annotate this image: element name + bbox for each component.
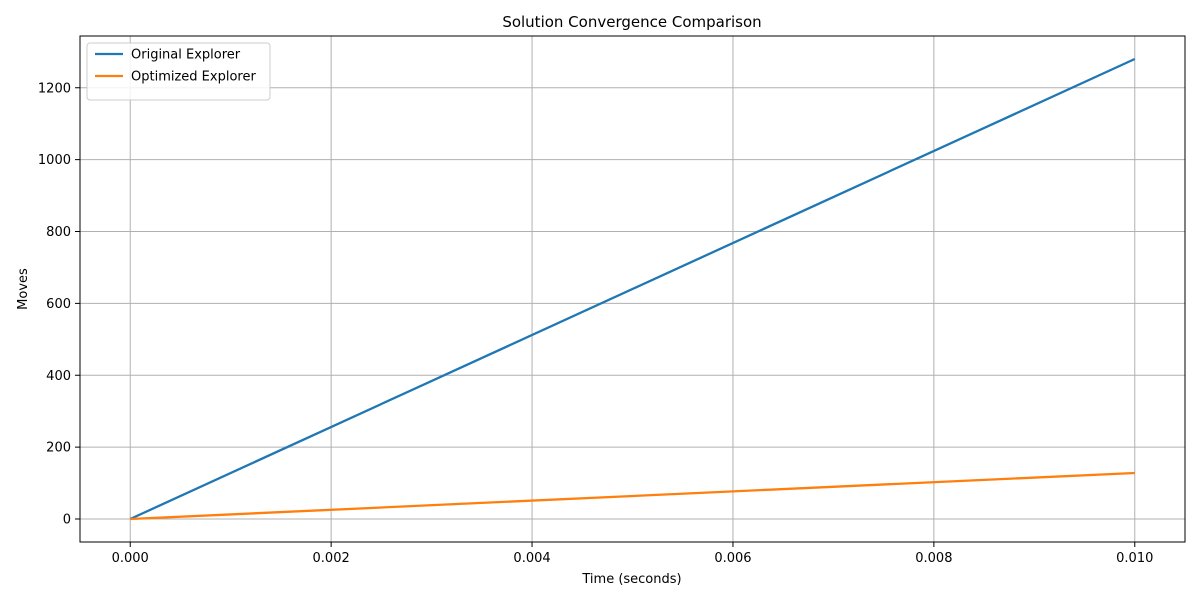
series-line-optimized-explorer bbox=[130, 471, 1135, 521]
legend: Original Explorer Optimized Explorer bbox=[86, 42, 271, 101]
plot-frame bbox=[79, 35, 1186, 543]
legend-label: Optimized Explorer bbox=[131, 70, 256, 85]
y-axis-label: Moves bbox=[16, 268, 31, 310]
y-tick-label: 1000 bbox=[38, 153, 71, 168]
y-tick-label: 800 bbox=[46, 225, 71, 240]
y-tick-label: 600 bbox=[46, 297, 71, 312]
series-line-original-explorer bbox=[129, 57, 1136, 521]
x-tick-label: 0.004 bbox=[513, 551, 550, 566]
y-tick-label: 1200 bbox=[38, 81, 71, 96]
x-tick-label: 0.010 bbox=[1116, 551, 1153, 566]
x-tick-label: 0.002 bbox=[313, 551, 350, 566]
x-tick-label: 0.000 bbox=[112, 551, 149, 566]
y-tick-label: 200 bbox=[46, 441, 71, 456]
x-tick-label: 0.006 bbox=[714, 551, 751, 566]
legend-box bbox=[86, 42, 271, 101]
y-tick-label: 400 bbox=[46, 369, 71, 384]
tick-layer: 0.000 0.002 0.004 0.006 0.008 0.010 0 200 400 600… bbox=[38, 81, 1153, 566]
y-tick-label: 0 bbox=[63, 513, 71, 528]
legend-label: Original Explorer bbox=[131, 48, 241, 63]
series-layer bbox=[129, 57, 1136, 521]
x-tick-label: 0.008 bbox=[915, 551, 952, 566]
x-axis-label: Time (seconds) bbox=[581, 572, 681, 587]
chart-title: Solution Convergence Comparison bbox=[502, 13, 761, 31]
grid-layer bbox=[80, 36, 1185, 542]
